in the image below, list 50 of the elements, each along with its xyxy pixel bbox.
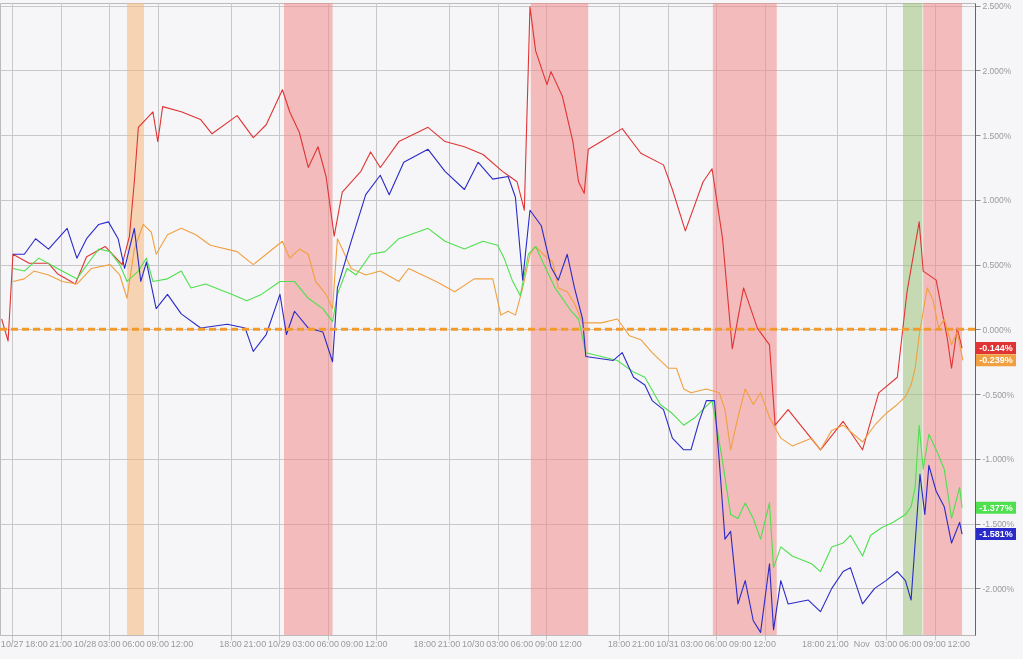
x-tick-label: 18:00	[219, 639, 242, 649]
x-tick-label: 09:00	[729, 639, 752, 649]
y-tick-label: 2.500%	[982, 1, 1012, 12]
x-tick-label: Nov	[853, 639, 871, 649]
annotation: -0.239%	[979, 355, 1013, 366]
x-tick-label: 10/30	[462, 639, 485, 649]
y-tick-label: -2.000%	[982, 583, 1015, 594]
y-tick-label: 1.500%	[982, 130, 1012, 141]
x-tick-label: 09:00	[923, 639, 946, 649]
x-tick-label: 10/29	[267, 639, 291, 649]
x-tick-label: 12:00	[364, 639, 388, 649]
x-tick-label: 03:00	[292, 639, 315, 649]
y-tick-label: -1.000%	[982, 454, 1015, 465]
y-tick-label: 2.000%	[982, 65, 1012, 76]
x-tick-label: 09:00	[146, 639, 170, 649]
x-tick-label: 18:00	[607, 639, 631, 649]
annotation: -1.377%	[979, 502, 1013, 513]
y-tick-label: -1.500%	[982, 519, 1015, 530]
y-tick-label: 0.000%	[982, 324, 1012, 335]
x-tick-label: 06:00	[899, 639, 922, 649]
x-tick-label: 03:00	[486, 639, 509, 649]
y-tick-label: -0.500%	[982, 389, 1015, 400]
annotation: -1.581%	[979, 529, 1013, 540]
x-tick-label: 18:00	[25, 639, 48, 649]
x-tick-label: 12:00	[947, 639, 971, 649]
x-tick-label: 03:00	[874, 639, 898, 649]
x-tick-label: 06:00	[510, 639, 534, 649]
x-tick-label: 12:00	[170, 639, 194, 649]
x-tick-label: 06:00	[122, 639, 145, 649]
x-tick-label: 21:00	[437, 639, 461, 649]
x-tick-label: 09:00	[534, 639, 558, 649]
x-tick-label: 21:00	[826, 639, 849, 649]
x-tick-label: 18:00	[801, 639, 825, 649]
y-tick-label: 0.500%	[982, 260, 1012, 271]
x-tick-label: 09:00	[340, 639, 364, 649]
x-tick-label: 12:00	[559, 639, 582, 649]
x-tick-label: 06:00	[704, 639, 728, 649]
x-tick-label: 10/31	[656, 639, 679, 649]
x-tick-label: 06:00	[316, 639, 339, 649]
x-tick-label: 10/28	[73, 639, 97, 649]
x-tick-label: 03:00	[680, 639, 704, 649]
x-tick-label: 21:00	[243, 639, 267, 649]
annotation: -0.144%	[979, 343, 1013, 354]
x-tick-label: 21:00	[631, 639, 655, 649]
x-tick-label: 03:00	[97, 639, 121, 649]
x-tick-label: 10/27	[0, 639, 24, 649]
x-tick-label: 21:00	[49, 639, 72, 649]
x-tick-label: 12:00	[753, 639, 776, 649]
x-tick-label: 18:00	[413, 639, 437, 649]
y-tick-label: 1.000%	[982, 195, 1012, 206]
